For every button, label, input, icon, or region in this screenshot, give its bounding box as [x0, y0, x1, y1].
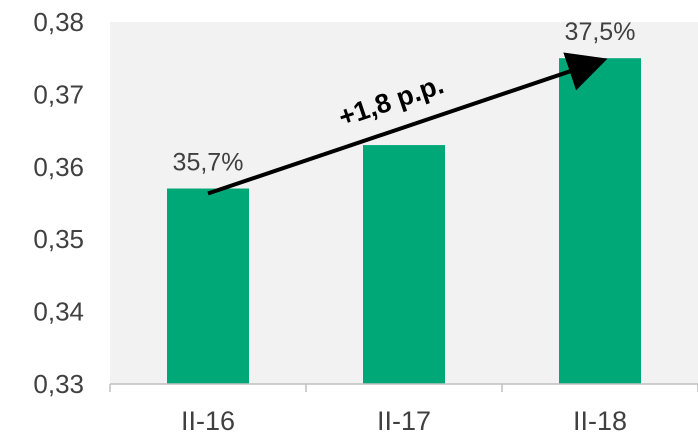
x-tick-label: II-18: [573, 406, 627, 436]
y-axis-tick-labels: 0,33 0,34 0,35 0,36 0,37 0,38: [33, 7, 84, 399]
x-axis-tick-labels: II-16 II-17 II-18: [181, 406, 627, 436]
x-tick-label: II-16: [181, 406, 235, 436]
y-tick-label: 0,34: [33, 297, 84, 327]
y-tick-label: 0,37: [33, 79, 84, 109]
bars-group: [167, 58, 641, 384]
y-tick-label: 0,36: [33, 152, 84, 182]
y-tick-label: 0,35: [33, 224, 84, 254]
growth-arrow: [207, 52, 608, 196]
y-tick-label: 0,38: [33, 7, 84, 37]
data-labels: 35,7% 37,5%: [173, 18, 636, 176]
bar-ii-16: [167, 188, 249, 384]
bar-ii-18: [559, 58, 641, 384]
x-tick-label: II-17: [377, 406, 431, 436]
data-label-ii-16: 35,7%: [173, 149, 244, 177]
data-label-ii-18: 37,5%: [565, 18, 636, 46]
x-axis: [109, 383, 698, 392]
bar-ii-17: [363, 145, 445, 384]
y-tick-label: 0,33: [33, 369, 84, 399]
